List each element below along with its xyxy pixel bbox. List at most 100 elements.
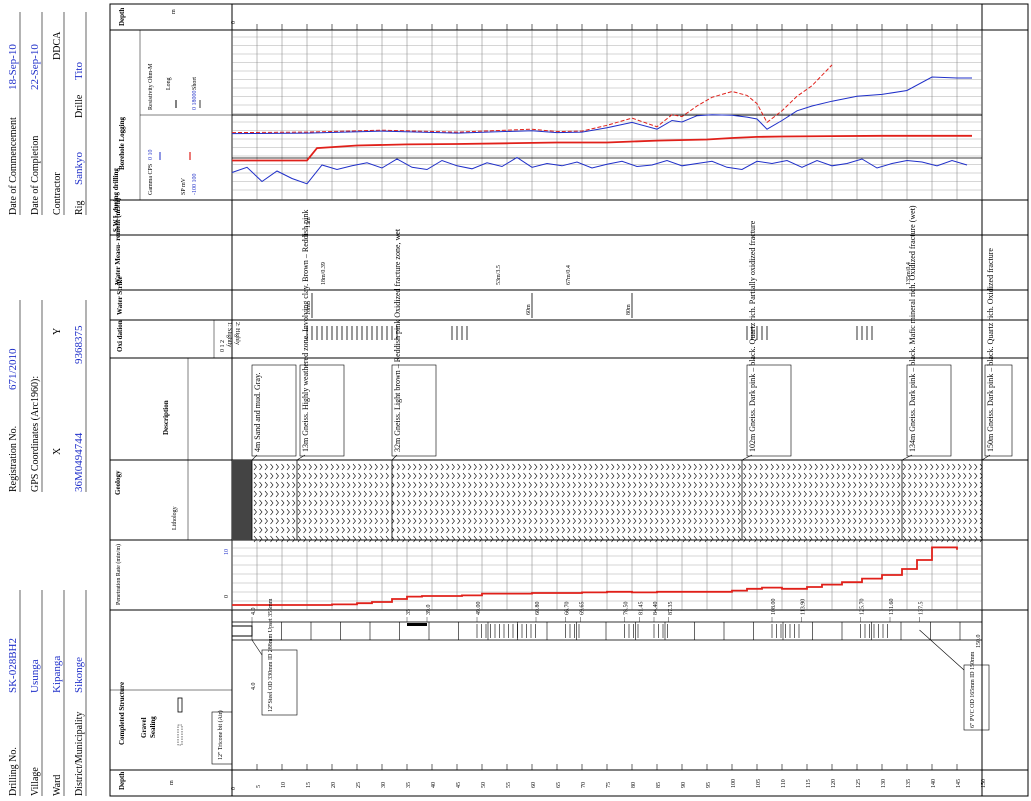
lithology-symbol [270, 517, 274, 525]
lithology-symbol [495, 490, 499, 498]
lithology-symbol [523, 499, 527, 507]
lithology-symbol [836, 499, 840, 507]
lithology-symbol [770, 463, 774, 471]
lithology-symbol [853, 463, 857, 471]
lithology-symbol [435, 508, 439, 516]
lithology-symbol [688, 517, 692, 525]
lithology-symbol [732, 490, 736, 498]
lithology-symbol [919, 481, 923, 489]
lithology-symbol [281, 490, 285, 498]
lithology-symbol [473, 490, 477, 498]
depth-tick-label: 95 [706, 782, 712, 788]
lithology-symbol [583, 499, 587, 507]
lithology-symbol [897, 463, 901, 471]
lithology-symbol [490, 472, 494, 480]
lithology-symbol [347, 535, 351, 543]
lithology-symbol [666, 472, 670, 480]
lithology-symbol [886, 481, 890, 489]
lithology-symbol [550, 490, 554, 498]
lithology-symbol [952, 508, 956, 516]
lithology-symbol [974, 472, 978, 480]
lithology-symbol [457, 481, 461, 489]
lithology-symbol [572, 490, 576, 498]
lithology-symbol [831, 517, 835, 525]
lithology-symbol [523, 517, 527, 525]
lithology-symbol [506, 499, 510, 507]
lithology-symbol [814, 463, 818, 471]
lithology-symbol [715, 463, 719, 471]
lithology-symbol [880, 481, 884, 489]
lithology-symbol [963, 508, 967, 516]
lithology-symbol [495, 499, 499, 507]
gps-x-value: 36M0494744 [73, 432, 85, 492]
lithology-symbol [869, 508, 873, 516]
lithology-symbol [842, 526, 846, 534]
lithology-symbol [539, 472, 543, 480]
lithology-symbol [292, 472, 296, 480]
lithology-symbol [440, 472, 444, 480]
lithology-symbol [550, 463, 554, 471]
lithology-symbol [528, 508, 532, 516]
lithology-symbol [836, 472, 840, 480]
lithology-symbol [451, 490, 455, 498]
lithology-symbol [633, 499, 637, 507]
lithology-symbol [319, 526, 323, 534]
lithology-symbol [671, 508, 675, 516]
lithology-symbol [787, 508, 791, 516]
lithology-symbol [776, 535, 780, 543]
lithology-symbol [688, 472, 692, 480]
lithology-symbol [897, 481, 901, 489]
lithology-symbol [605, 508, 609, 516]
lithology-symbol [413, 535, 417, 543]
lithology-symbol [820, 499, 824, 507]
lithology-symbol [363, 481, 367, 489]
resistivity-short-label: Short [192, 77, 198, 90]
lithology-symbol [913, 481, 917, 489]
lithology-symbol [963, 517, 967, 525]
lithology-symbol [941, 463, 945, 471]
lithology-symbol [440, 535, 444, 543]
lithology-symbol [369, 463, 373, 471]
lithology-symbol [935, 463, 939, 471]
lithology-symbol [644, 481, 648, 489]
lithology-symbol [880, 526, 884, 534]
lithology-symbol [677, 517, 681, 525]
lithology-symbol [622, 535, 626, 543]
lithology-symbol [759, 490, 763, 498]
lithology-symbol [853, 499, 857, 507]
lithology-symbol [781, 472, 785, 480]
lithology-symbol [385, 526, 389, 534]
lithology-symbol [864, 526, 868, 534]
lithology-symbol [831, 463, 835, 471]
lithology-symbol [737, 481, 741, 489]
lithology-symbol [506, 535, 510, 543]
lithology-symbol [495, 481, 499, 489]
lithology-symbol [308, 499, 312, 507]
depth-tick-label: 115 [806, 779, 812, 788]
lithology-symbol [737, 499, 741, 507]
casing-depth-label: 108.00 [771, 599, 777, 616]
depth-tick-label: 45 [456, 782, 462, 788]
lithology-symbol [253, 517, 257, 525]
lithology-symbol [589, 490, 593, 498]
lithology-symbol [743, 517, 747, 525]
lithology-symbol [429, 472, 433, 480]
lithology-symbol [270, 463, 274, 471]
casing-depth-label: 60.80 [535, 602, 541, 616]
lithology-symbol [572, 517, 576, 525]
lithology-symbol [880, 517, 884, 525]
lithology-symbol [325, 508, 329, 516]
lithology-symbol [490, 481, 494, 489]
lithology-symbol [457, 535, 461, 543]
lithology-symbol [759, 526, 763, 534]
casing-depth-label: 35 [406, 609, 412, 615]
lithology-symbol [418, 481, 422, 489]
lithology-symbol [446, 499, 450, 507]
lithology-symbol [275, 463, 279, 471]
lithology-symbol [957, 481, 961, 489]
lithology-symbol [732, 499, 736, 507]
lithology-symbol [303, 526, 307, 534]
lithology-symbol [897, 517, 901, 525]
lithology-symbol [545, 472, 549, 480]
series-resistivity-long [231, 64, 833, 134]
